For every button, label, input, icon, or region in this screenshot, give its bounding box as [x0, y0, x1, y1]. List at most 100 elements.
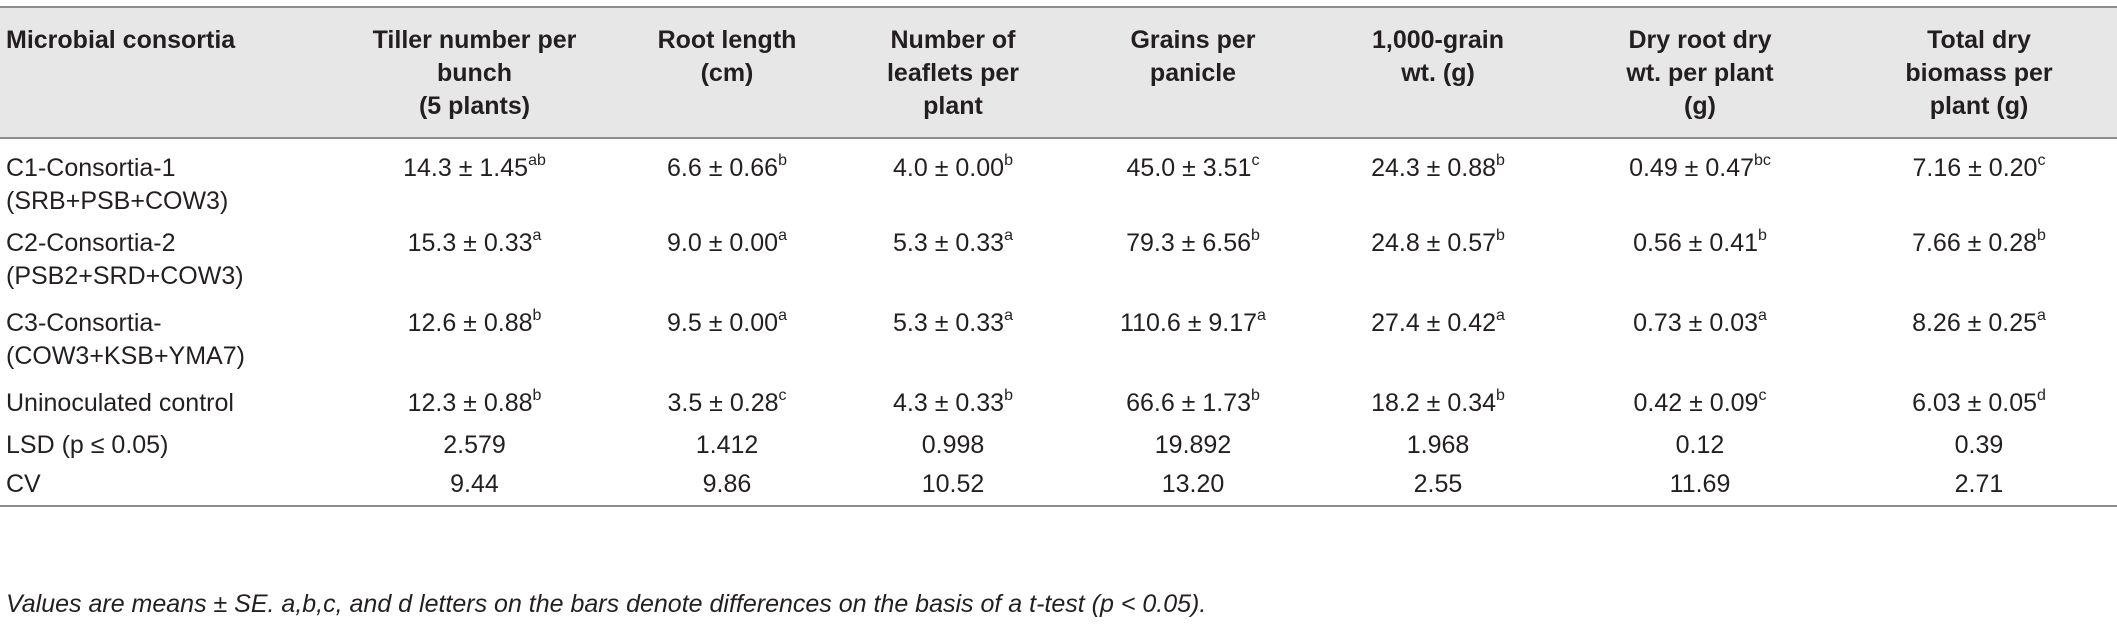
- cell-value: 14.3 ± 1.45: [403, 154, 529, 182]
- cell-value: 7.16 ± 0.20: [1912, 154, 2038, 182]
- significance-letter: c: [1251, 152, 1260, 169]
- significance-letter: a: [778, 307, 787, 324]
- table-cell: 0.56 ± 0.41b: [1559, 224, 1841, 304]
- row-label-line: CV: [6, 470, 41, 498]
- column-header-line: (5 plants): [418, 92, 531, 120]
- column-header-consortia: Microbial consortia: [0, 7, 332, 138]
- column-header-3: Number of leaflets per plant: [837, 7, 1069, 138]
- row-label-cell: C1-Consortia-1 (SRB+PSB+COW3): [0, 138, 332, 224]
- table-cell: 0.73 ± 0.03a: [1559, 304, 1841, 384]
- column-header-line: 1,000-grain: [1371, 26, 1504, 54]
- table-row: C1-Consortia-1 (SRB+PSB+COW3) 14.3 ± 1.45a…: [0, 138, 2117, 224]
- column-header-line: Number of: [890, 26, 1016, 54]
- column-header-line: plant: [923, 92, 983, 120]
- table-row: C2-Consortia-2 (PSB2+SRD+COW3) 15.3 ± 0.33…: [0, 224, 2117, 304]
- column-header-line: plant (g): [1929, 92, 2029, 120]
- significance-letter: b: [1004, 152, 1013, 169]
- significance-letter: c: [778, 387, 787, 404]
- table-cell: 12.3 ± 0.88b: [332, 384, 617, 428]
- table-body: C1-Consortia-1 (SRB+PSB+COW3) 14.3 ± 1.45a…: [0, 138, 2117, 506]
- table-cell: 15.3 ± 0.33a: [332, 224, 617, 304]
- cell-value: 12.6 ± 0.88: [407, 309, 533, 337]
- significance-letter: a: [2037, 307, 2046, 324]
- table-row: CV 9.44 9.86 10.52 13.20 2.55 11.69 2.71: [0, 464, 2117, 506]
- cell-value: 5.3 ± 0.33: [893, 309, 1005, 337]
- cell-value: 0.42 ± 0.09: [1633, 389, 1759, 417]
- cell-value: 9.5 ± 0.00: [667, 309, 779, 337]
- cell-value: 13.20: [1161, 470, 1225, 498]
- row-label-line: C3-Consortia-: [6, 309, 162, 337]
- cell-value: 1.412: [695, 431, 759, 459]
- row-label-line: (PSB2+SRD+COW3): [6, 262, 244, 290]
- table-cell: 2.55: [1317, 464, 1559, 506]
- column-header-4: Grains per panicle: [1069, 7, 1317, 138]
- cell-value: 12.3 ± 0.88: [407, 389, 533, 417]
- cell-value: 8.26 ± 0.25: [1912, 309, 2038, 337]
- row-label-cell: C3-Consortia- (COW3+KSB+YMA7): [0, 304, 332, 384]
- cell-value: 10.52: [921, 470, 985, 498]
- table-cell: 19.892: [1069, 428, 1317, 464]
- column-header-line: wt. per plant: [1626, 59, 1774, 87]
- table-cell: 0.49 ± 0.47bc: [1559, 138, 1841, 224]
- table-cell: 9.44: [332, 464, 617, 506]
- table-cell: 14.3 ± 1.45ab: [332, 138, 617, 224]
- table-cell: 1.412: [617, 428, 837, 464]
- table-cell: 8.26 ± 0.25a: [1841, 304, 2117, 384]
- table-cell: 45.0 ± 3.51c: [1069, 138, 1317, 224]
- row-label-cell: CV: [0, 464, 332, 506]
- significance-letter: b: [2037, 227, 2046, 244]
- column-header-line: Dry root dry: [1628, 26, 1772, 54]
- column-header-line: (cm): [700, 59, 754, 87]
- table-cell: 9.86: [617, 464, 837, 506]
- column-header-1: Tiller number per bunch (5 plants): [332, 7, 617, 138]
- cell-value: 0.49 ± 0.47: [1629, 154, 1755, 182]
- table-cell: 2.71: [1841, 464, 2117, 506]
- significance-letter: b: [1004, 387, 1013, 404]
- table-cell: 7.16 ± 0.20c: [1841, 138, 2117, 224]
- column-header-line: Tiller number per: [372, 26, 577, 54]
- column-header-line: Root length: [657, 26, 797, 54]
- cell-value: 7.66 ± 0.28: [1912, 229, 2038, 257]
- cell-value: 4.0 ± 0.00: [893, 154, 1005, 182]
- table-cell: 6.03 ± 0.05d: [1841, 384, 2117, 428]
- significance-letter: ab: [528, 152, 546, 169]
- row-label-line: C1-Consortia-1: [6, 154, 176, 182]
- cell-value: 2.55: [1413, 470, 1463, 498]
- row-label-line: (SRB+PSB+COW3): [6, 187, 229, 215]
- table-cell: 0.39: [1841, 428, 2117, 464]
- row-label-line: Uninoculated control: [6, 389, 234, 417]
- cell-value: 9.0 ± 0.00: [667, 229, 779, 257]
- cell-value: 27.4 ± 0.42: [1371, 309, 1497, 337]
- cell-value: 0.56 ± 0.41: [1633, 229, 1759, 257]
- cell-value: 5.3 ± 0.33: [893, 229, 1005, 257]
- row-label-cell: LSD (p ≤ 0.05): [0, 428, 332, 464]
- column-header-line: leaflets per: [886, 59, 1019, 87]
- table-cell: 9.5 ± 0.00a: [617, 304, 837, 384]
- cell-value: 45.0 ± 3.51: [1126, 154, 1252, 182]
- table-cell: 3.5 ± 0.28c: [617, 384, 837, 428]
- table-cell: 0.42 ± 0.09c: [1559, 384, 1841, 428]
- table-cell: 24.8 ± 0.57b: [1317, 224, 1559, 304]
- row-label-cell: C2-Consortia-2 (PSB2+SRD+COW3): [0, 224, 332, 304]
- significance-letter: c: [2037, 152, 2046, 169]
- significance-letter: b: [778, 152, 787, 169]
- significance-letter: d: [2037, 387, 2046, 404]
- cell-value: 110.6 ± 9.17: [1120, 309, 1258, 337]
- cell-value: 66.6 ± 1.73: [1126, 389, 1252, 417]
- cell-value: 3.5 ± 0.28: [667, 389, 779, 417]
- column-header-6: Dry root dry wt. per plant (g): [1559, 7, 1841, 138]
- table-cell: 18.2 ± 0.34b: [1317, 384, 1559, 428]
- table-cell: 4.3 ± 0.33b: [837, 384, 1069, 428]
- table-cell: 27.4 ± 0.42a: [1317, 304, 1559, 384]
- table-cell: 10.52: [837, 464, 1069, 506]
- table-cell: 5.3 ± 0.33a: [837, 224, 1069, 304]
- table-cell: 2.579: [332, 428, 617, 464]
- row-label-line: C2-Consortia-2: [6, 229, 176, 257]
- significance-letter: a: [1257, 307, 1266, 324]
- table-cell: 0.12: [1559, 428, 1841, 464]
- cell-value: 18.2 ± 0.34: [1371, 389, 1497, 417]
- table-cell: 12.6 ± 0.88b: [332, 304, 617, 384]
- significance-letter: b: [1251, 227, 1260, 244]
- significance-letter: b: [1758, 227, 1767, 244]
